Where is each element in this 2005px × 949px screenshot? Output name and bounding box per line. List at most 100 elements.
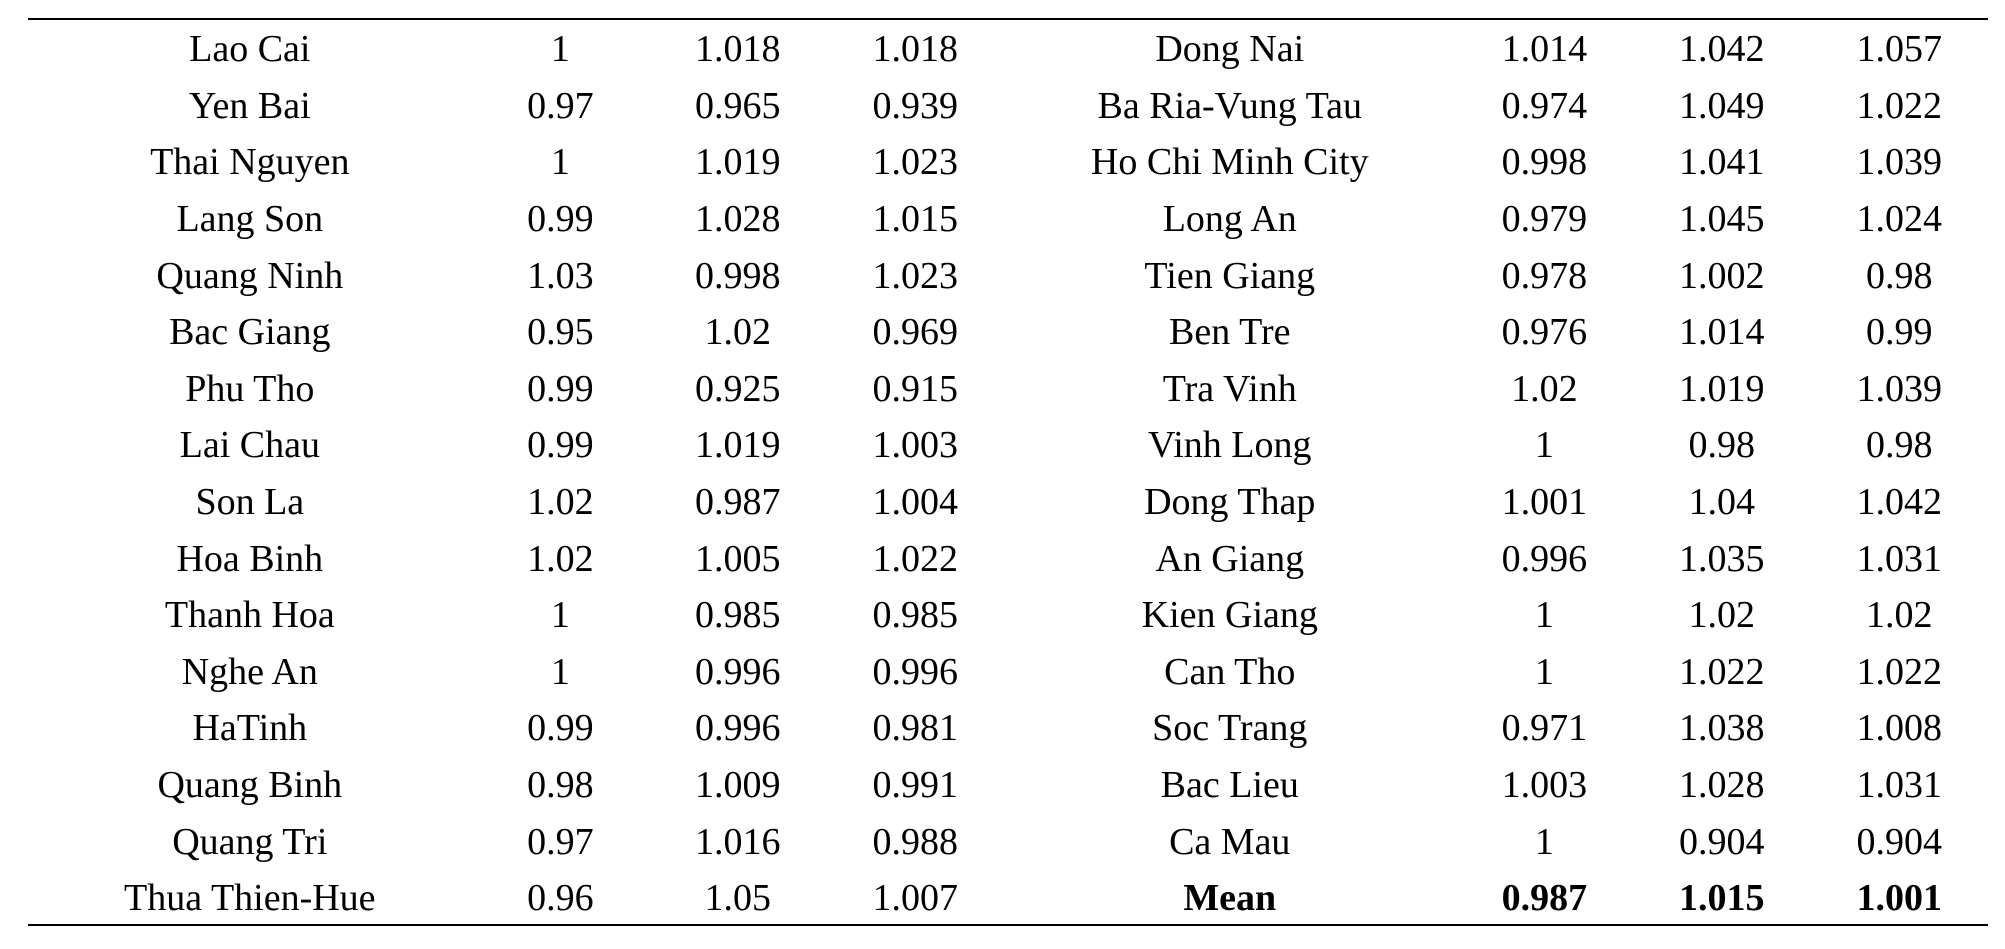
- value-cell: 0.988: [872, 820, 958, 863]
- value-cell: 1.049: [1679, 84, 1765, 127]
- province-name: Tra Vinh: [1162, 367, 1297, 410]
- mean-label: Mean: [1183, 877, 1277, 920]
- value-cell: 1.014: [1679, 311, 1765, 354]
- province-name: Thai Nguyen: [150, 141, 350, 184]
- value-cell: 1.019: [695, 141, 781, 184]
- value-cell: 0.969: [872, 311, 958, 354]
- province-name: Long An: [1162, 198, 1297, 241]
- province-name: Lang Son: [176, 198, 324, 241]
- province-name: Thua Thien-Hue: [124, 877, 376, 920]
- value-cell: 1.038: [1679, 707, 1765, 750]
- value-cell: 1.018: [872, 28, 958, 71]
- value-cell: 1.023: [872, 141, 958, 184]
- province-name: HaTinh: [192, 707, 308, 750]
- value-cell: 1.003: [1501, 764, 1588, 807]
- value-cell: 0.979: [1501, 198, 1588, 241]
- value-cell: 1.028: [695, 198, 781, 241]
- table-top-rule: [28, 18, 1988, 20]
- value-cell: 1.019: [695, 424, 781, 467]
- value-cell: 0.99: [527, 707, 594, 750]
- table-row: Son La 1.02 0.987 1.004 Dong Thap 1.001 …: [28, 474, 1988, 531]
- table-row: HaTinh 0.99 0.996 0.981 Soc Trang 0.971 …: [28, 700, 1988, 757]
- value-cell: 0.987: [695, 481, 781, 524]
- table-row: Lang Son 0.99 1.028 1.015 Long An 0.979 …: [28, 191, 1988, 248]
- value-cell: 1.002: [1679, 254, 1765, 297]
- table-row: Lai Chau 0.99 1.019 1.003 Vinh Long 1 0.…: [28, 417, 1988, 474]
- value-cell: 0.965: [695, 84, 781, 127]
- province-name: Hoa Binh: [176, 537, 324, 580]
- value-cell: 0.904: [1856, 820, 1942, 863]
- province-name: Dong Nai: [1155, 28, 1305, 71]
- province-name: Phu Tho: [185, 367, 315, 410]
- value-cell: 0.95: [527, 311, 594, 354]
- value-cell: 1.041: [1679, 141, 1765, 184]
- province-index-table: Lao Cai 1 1.018 1.018 Dong Nai 1.014 1.0…: [28, 21, 1988, 927]
- value-cell: 1.031: [1856, 764, 1942, 807]
- value-cell: 0.974: [1501, 84, 1588, 127]
- value-cell: 1.003: [872, 424, 958, 467]
- value-cell: 0.925: [695, 367, 781, 410]
- mean-value-cell: 0.987: [1501, 877, 1588, 920]
- value-cell: 1.045: [1679, 198, 1765, 241]
- value-cell: 1.019: [1679, 367, 1765, 410]
- value-cell: 1: [550, 141, 570, 184]
- province-name: Can Tho: [1164, 650, 1296, 693]
- value-cell: 0.98: [1865, 254, 1933, 297]
- value-cell: 1.016: [695, 820, 781, 863]
- table-row: Phu Tho 0.99 0.925 0.915 Tra Vinh 1.02 1…: [28, 361, 1988, 418]
- value-cell: 1.042: [1856, 481, 1942, 524]
- value-cell: 0.96: [527, 877, 594, 920]
- province-name: Soc Trang: [1152, 707, 1308, 750]
- mean-value-cell: 1.015: [1679, 877, 1765, 920]
- value-cell: 1.035: [1679, 537, 1765, 580]
- value-cell: 1.024: [1856, 198, 1942, 241]
- value-cell: 1.02: [1865, 594, 1933, 637]
- value-cell: 0.98: [1865, 424, 1933, 467]
- value-cell: 1.014: [1501, 28, 1588, 71]
- value-cell: 1.03: [527, 254, 594, 297]
- value-cell: 0.976: [1501, 311, 1588, 354]
- value-cell: 0.978: [1501, 254, 1588, 297]
- province-name: Bac Giang: [169, 311, 331, 354]
- value-cell: 0.99: [527, 367, 594, 410]
- value-cell: 1.039: [1856, 367, 1942, 410]
- province-name: Lao Cai: [189, 28, 311, 71]
- value-cell: 1: [550, 28, 570, 71]
- value-cell: 0.99: [527, 198, 594, 241]
- value-cell: 0.99: [1865, 311, 1933, 354]
- value-cell: 1.031: [1856, 537, 1942, 580]
- value-cell: 0.996: [695, 707, 781, 750]
- province-name: Dong Thap: [1144, 481, 1316, 524]
- value-cell: 0.996: [872, 650, 958, 693]
- table-row: Lao Cai 1 1.018 1.018 Dong Nai 1.014 1.0…: [28, 21, 1988, 78]
- province-name: Son La: [195, 481, 305, 524]
- value-cell: 0.97: [527, 84, 594, 127]
- value-cell: 1.004: [872, 481, 958, 524]
- value-cell: 1: [1534, 650, 1554, 693]
- province-name: Thanh Hoa: [164, 594, 335, 637]
- table-row: Quang Tri 0.97 1.016 0.988 Ca Mau 1 0.90…: [28, 813, 1988, 870]
- province-name: Quang Binh: [157, 764, 343, 807]
- value-cell: 1.02: [527, 537, 594, 580]
- value-cell: 1.001: [1501, 481, 1588, 524]
- value-cell: 1.05: [704, 877, 772, 920]
- mean-value-cell: 1.001: [1856, 877, 1942, 920]
- table-row: Bac Giang 0.95 1.02 0.969 Ben Tre 0.976 …: [28, 304, 1988, 361]
- table-body: Lao Cai 1 1.018 1.018 Dong Nai 1.014 1.0…: [28, 21, 1988, 927]
- province-name: Ho Chi Minh City: [1090, 141, 1369, 184]
- value-cell: 1: [1534, 820, 1554, 863]
- value-cell: 1.018: [695, 28, 781, 71]
- value-cell: 0.998: [695, 254, 781, 297]
- value-cell: 0.996: [1501, 537, 1588, 580]
- value-cell: 1.009: [695, 764, 781, 807]
- value-cell: 1.022: [1679, 650, 1765, 693]
- province-name: Bac Lieu: [1160, 764, 1299, 807]
- value-cell: 1.039: [1856, 141, 1942, 184]
- table-row: Yen Bai 0.97 0.965 0.939 Ba Ria-Vung Tau…: [28, 78, 1988, 135]
- province-name: Ben Tre: [1169, 311, 1291, 354]
- province-name: Nghe An: [181, 650, 318, 693]
- value-cell: 0.971: [1501, 707, 1588, 750]
- province-name: Vinh Long: [1148, 424, 1312, 467]
- province-name: Tien Giang: [1144, 254, 1316, 297]
- value-cell: 1.042: [1679, 28, 1765, 71]
